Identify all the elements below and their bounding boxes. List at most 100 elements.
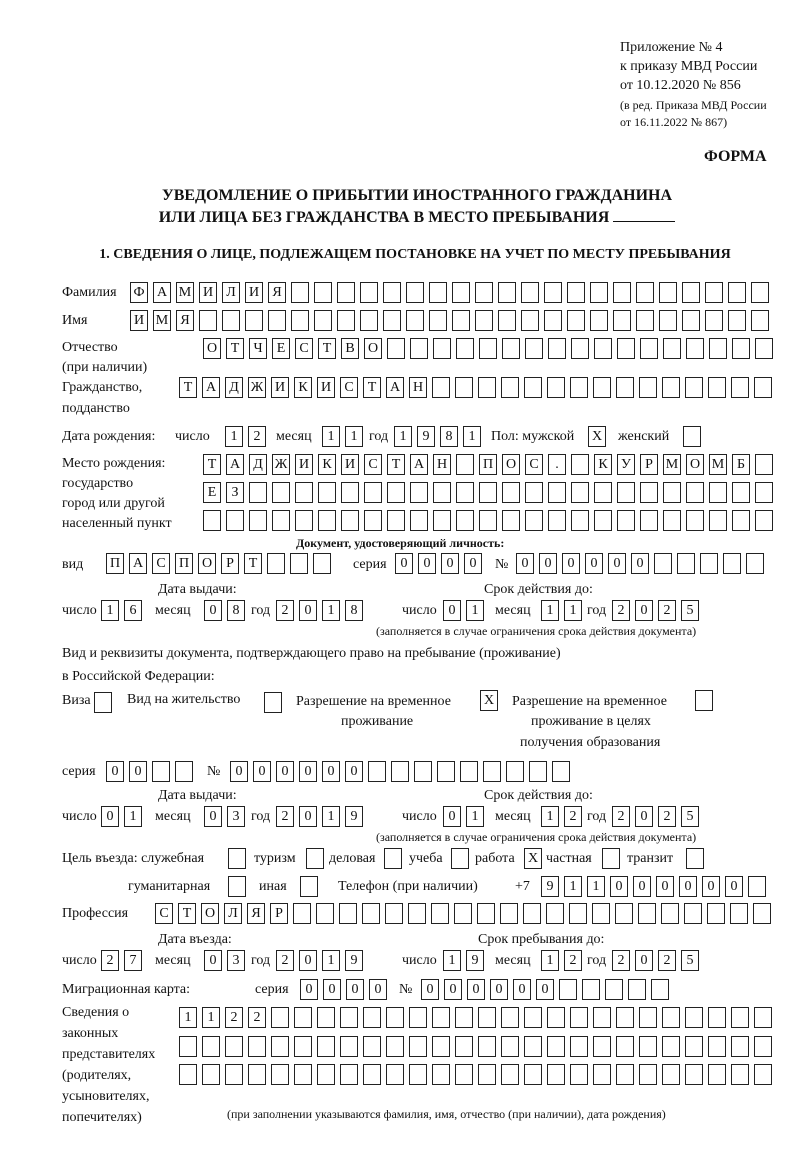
char-cell[interactable]: 0 <box>490 979 508 1000</box>
char-cell[interactable]: 5 <box>681 950 699 971</box>
char-cell[interactable] <box>502 482 520 503</box>
char-cell[interactable] <box>524 377 542 398</box>
char-cell[interactable] <box>295 482 313 503</box>
char-cell[interactable] <box>501 1007 519 1028</box>
char-cell[interactable] <box>501 377 519 398</box>
char-cell[interactable]: 2 <box>276 806 294 827</box>
char-cell[interactable] <box>659 282 677 303</box>
char-cell[interactable] <box>590 310 608 331</box>
char-cell[interactable] <box>617 338 635 359</box>
char-cell[interactable]: Ч <box>249 338 267 359</box>
char-cell[interactable] <box>203 510 221 531</box>
char-cell[interactable] <box>544 310 562 331</box>
char-cell[interactable] <box>360 310 378 331</box>
char-cell[interactable]: 1 <box>322 950 340 971</box>
char-cell[interactable] <box>685 377 703 398</box>
char-cell[interactable] <box>339 903 357 924</box>
char-cell[interactable]: 0 <box>345 761 363 782</box>
char-cell[interactable] <box>548 482 566 503</box>
char-cell[interactable]: Т <box>178 903 196 924</box>
char-cell[interactable] <box>337 282 355 303</box>
char-cell[interactable] <box>686 338 704 359</box>
char-cell[interactable] <box>663 482 681 503</box>
char-cell[interactable] <box>731 377 749 398</box>
char-cell[interactable]: К <box>294 377 312 398</box>
char-cell[interactable]: 1 <box>564 600 582 621</box>
char-cell[interactable]: 0 <box>204 600 222 621</box>
char-cell[interactable] <box>406 282 424 303</box>
char-cell[interactable]: Т <box>226 338 244 359</box>
char-cell[interactable] <box>432 377 450 398</box>
char-cell[interactable] <box>754 1064 772 1085</box>
char-cell[interactable]: 3 <box>227 950 245 971</box>
purpose-humanitarian-checkbox[interactable] <box>228 876 251 897</box>
char-cell[interactable] <box>501 1064 519 1085</box>
char-cell[interactable] <box>731 1064 749 1085</box>
char-cell[interactable] <box>314 282 332 303</box>
char-cell[interactable] <box>748 876 766 897</box>
char-cell[interactable] <box>455 1064 473 1085</box>
char-cell[interactable]: Р <box>270 903 288 924</box>
char-cell[interactable] <box>662 1064 680 1085</box>
char-cell[interactable]: 0 <box>635 950 653 971</box>
char-cell[interactable]: Я <box>247 903 265 924</box>
char-cell[interactable]: Д <box>225 377 243 398</box>
char-cell[interactable] <box>547 1064 565 1085</box>
char-cell[interactable] <box>639 377 657 398</box>
char-cell[interactable] <box>383 310 401 331</box>
char-cell[interactable] <box>478 1036 496 1057</box>
char-cell[interactable] <box>709 482 727 503</box>
char-cell[interactable]: 2 <box>658 806 676 827</box>
char-cell[interactable] <box>732 338 750 359</box>
char-cell[interactable] <box>225 1036 243 1057</box>
char-cell[interactable]: А <box>202 377 220 398</box>
char-cell[interactable]: И <box>271 377 289 398</box>
char-cell[interactable]: 0 <box>610 876 628 897</box>
char-cell[interactable]: З <box>226 482 244 503</box>
char-cell[interactable]: 2 <box>612 950 630 971</box>
char-cell[interactable] <box>730 903 748 924</box>
title-blank-line[interactable] <box>613 207 676 222</box>
char-cell[interactable] <box>433 510 451 531</box>
char-cell[interactable] <box>616 1007 634 1028</box>
char-cell[interactable] <box>414 761 432 782</box>
char-cell[interactable] <box>569 903 587 924</box>
char-cell[interactable]: 2 <box>612 600 630 621</box>
char-cell[interactable] <box>640 338 658 359</box>
char-cell[interactable]: И <box>130 310 148 331</box>
char-cell[interactable] <box>501 1036 519 1057</box>
char-cell[interactable] <box>317 1036 335 1057</box>
char-cell[interactable] <box>363 1036 381 1057</box>
char-cell[interactable] <box>478 1064 496 1085</box>
char-cell[interactable] <box>686 848 704 869</box>
char-cell[interactable] <box>592 903 610 924</box>
char-cell[interactable]: 1 <box>124 806 142 827</box>
char-cell[interactable] <box>525 338 543 359</box>
char-cell[interactable]: 1 <box>541 806 559 827</box>
char-cell[interactable]: О <box>502 454 520 475</box>
char-cell[interactable] <box>616 377 634 398</box>
char-cell[interactable] <box>317 1064 335 1085</box>
char-cell[interactable] <box>409 1064 427 1085</box>
char-cell[interactable]: И <box>245 282 263 303</box>
char-cell[interactable] <box>639 1064 657 1085</box>
char-cell[interactable] <box>593 377 611 398</box>
char-cell[interactable] <box>290 553 308 574</box>
char-cell[interactable] <box>294 1064 312 1085</box>
char-cell[interactable] <box>746 553 764 574</box>
char-cell[interactable]: 1 <box>541 950 559 971</box>
char-cell[interactable]: А <box>410 454 428 475</box>
char-cell[interactable] <box>567 310 585 331</box>
char-cell[interactable]: 5 <box>681 600 699 621</box>
char-cell[interactable]: 0 <box>346 979 364 1000</box>
char-cell[interactable] <box>432 1064 450 1085</box>
char-cell[interactable]: О <box>364 338 382 359</box>
char-cell[interactable] <box>479 510 497 531</box>
char-cell[interactable]: А <box>129 553 147 574</box>
